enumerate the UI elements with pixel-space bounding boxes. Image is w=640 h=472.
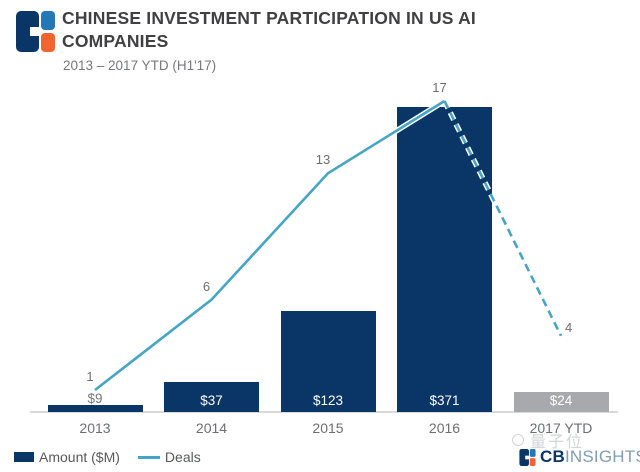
x-axis-label-2015: 2015	[312, 420, 344, 436]
watermark-text: 量子位	[530, 434, 585, 451]
title-line-1: CHINESE INVESTMENT PARTICIPATION IN US A…	[62, 8, 476, 28]
x-axis-label-2017-ytd: 2017 YTD	[529, 420, 593, 436]
brand-insights-text: INSIGHTS	[564, 447, 640, 466]
bar-value-label-2017-ytd: $24	[549, 393, 573, 408]
x-axis-label-2014: 2014	[195, 420, 228, 436]
cbinsights-wordmark: CBINSIGHTS	[540, 447, 640, 467]
bar-value-label-2016: $371	[429, 393, 460, 408]
deals-legend-swatch	[137, 455, 160, 459]
x-axis-label-2013: 2013	[79, 420, 111, 436]
cbinsights-logo-icon	[16, 11, 55, 52]
deal-count-label-2014: 6	[202, 278, 211, 294]
bar-2013	[47, 404, 143, 412]
bar-value-label-2015: $123	[312, 393, 344, 408]
page-title: CHINESE INVESTMENT PARTICIPATION IN US A…	[62, 7, 476, 53]
cbinsights-brand: CBINSIGHTS	[519, 447, 640, 467]
chart-legend: Amount ($M) Deals	[14, 449, 201, 465]
amount-legend-swatch	[14, 452, 34, 462]
brand-cb-text: CB	[540, 447, 565, 466]
deal-count-label-2016: 17	[432, 80, 447, 95]
bar-2017-ytd	[513, 392, 609, 412]
title-line-2: COMPANIES	[62, 31, 169, 51]
deal-count-label-2015: 13	[315, 152, 331, 168]
x-axis-line	[30, 411, 618, 413]
page-subtitle: 2013 – 2017 YTD (H1'17)	[63, 58, 217, 73]
x-axis-label-2016: 2016	[428, 420, 461, 436]
deal-count-label-2017-ytd: 4	[565, 319, 573, 335]
bar-value-label-2013: $9	[87, 390, 103, 406]
cbinsights-logo-small-icon	[519, 448, 536, 466]
watermark: 量子位	[512, 428, 584, 452]
watermark-ring-icon	[512, 434, 524, 446]
amount-legend-label: Amount ($M)	[39, 449, 120, 465]
deals-legend-label: Deals	[164, 449, 201, 465]
deal-count-label-2013: 1	[86, 369, 94, 384]
bar-value-label-2014: $37	[200, 393, 223, 408]
